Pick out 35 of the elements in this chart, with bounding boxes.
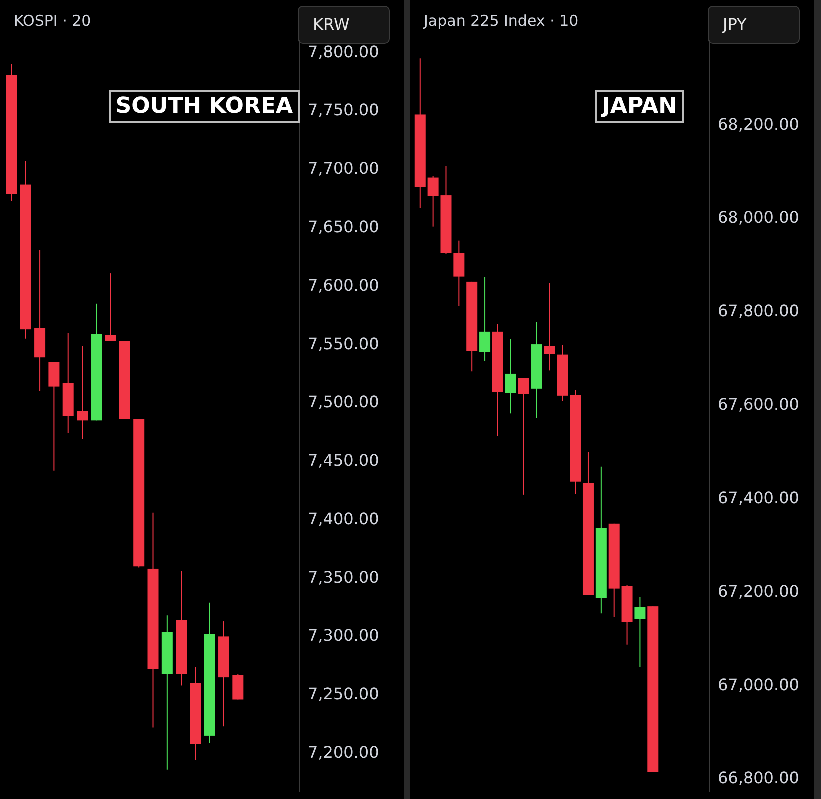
- y-tick-label: 7,600.00: [308, 276, 380, 295]
- y-tick-label: 67,600.00: [718, 395, 800, 414]
- candlestick: [105, 273, 116, 342]
- y-tick-label: 7,750.00: [308, 100, 380, 120]
- y-tick-label: 7,450.00: [308, 451, 380, 470]
- y-tick-label: 7,700.00: [308, 159, 380, 178]
- candlestick: [77, 345, 88, 440]
- chart-title: KOSPI · 20: [14, 12, 92, 30]
- candlestick: [518, 378, 530, 496]
- y-axis-title: JPY: [708, 6, 800, 44]
- y-tick-label: 7,650.00: [308, 218, 380, 237]
- candlestick: [634, 596, 646, 668]
- candlestick: [454, 240, 465, 307]
- y-tick-label: 7,300.00: [308, 626, 380, 646]
- y-tick-label: 68,000.00: [718, 208, 800, 228]
- y-tick-label: 7,800.00: [308, 42, 380, 62]
- y-tick-label: 68,200.00: [718, 114, 800, 134]
- candlestick: [480, 276, 491, 362]
- candlestick: [544, 282, 556, 372]
- y-tick-label: 7,250.00: [308, 684, 380, 704]
- y-tick-label: 67,200.00: [718, 582, 800, 601]
- y-axis-title: KRW: [298, 6, 390, 44]
- y-tick-label: 7,200.00: [308, 742, 380, 762]
- annotation: SOUTH KOREA: [108, 90, 300, 123]
- y-tick-label: 7,350.00: [308, 568, 380, 587]
- annotation: JAPAN: [595, 90, 684, 123]
- y-tick-label: 67,800.00: [718, 302, 800, 321]
- y-tick-label: 66,800.00: [718, 768, 800, 788]
- y-tick-label: 67,000.00: [718, 675, 800, 694]
- y-tick-label: 7,500.00: [308, 392, 380, 412]
- y-tick-label: 7,550.00: [308, 334, 380, 354]
- y-tick-label: 67,400.00: [718, 488, 800, 508]
- y-tick-label: 7,400.00: [308, 509, 380, 528]
- chart-title: Japan 225 Index · 10: [424, 12, 579, 30]
- candlestick: [505, 338, 516, 414]
